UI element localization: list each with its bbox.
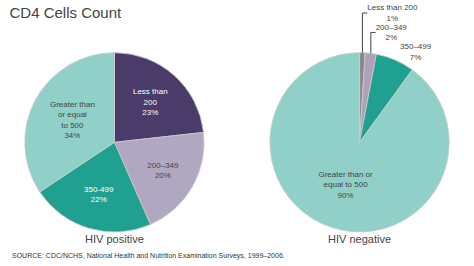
svg-text:350-49922%: 350-49922% (84, 185, 114, 204)
svg-text:Greater than orequal to 50090%: Greater than orequal to 50090% (318, 170, 373, 200)
svg-text:200–3492%: 200–3492% (376, 23, 408, 42)
svg-text:SOURCE: CDC/NCHS, National Hea: SOURCE: CDC/NCHS, National Health and Nu… (12, 252, 285, 260)
svg-text:Greater thanor equalto 50034%: Greater thanor equalto 50034% (50, 100, 95, 140)
svg-text:Less than20023%: Less than20023% (133, 87, 168, 117)
svg-text:HIV positive: HIV positive (85, 233, 144, 245)
svg-text:Less than 2001%: Less than 2001% (367, 3, 418, 22)
svg-text:CD4 Cells Count: CD4 Cells Count (9, 4, 122, 21)
svg-text:200–34920%: 200–34920% (147, 161, 179, 180)
svg-text:HIV negative: HIV negative (328, 233, 391, 245)
svg-text:350–4997%: 350–4997% (400, 42, 432, 61)
